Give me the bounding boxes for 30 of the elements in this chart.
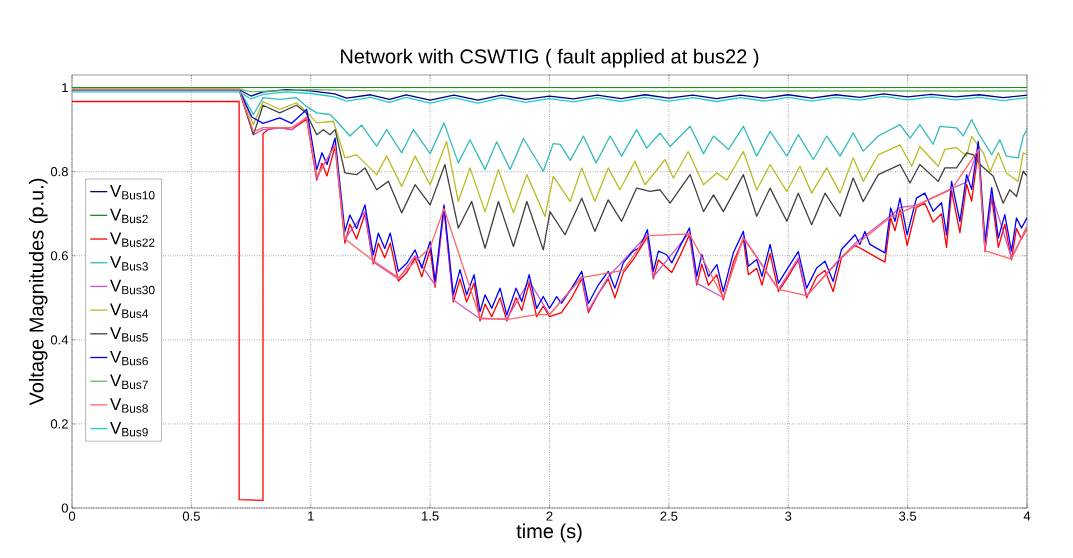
legend-label: V$_{Bus9}$ bbox=[110, 422, 148, 437]
legend-label: V$_{Bus6}$ bbox=[110, 350, 148, 366]
chart-title: Network with CSWTIG ( fault applied at bus22 ) bbox=[341, 48, 759, 68]
x-tick-label: 3 bbox=[785, 511, 792, 521]
y-tick-label: 0.6 bbox=[50, 251, 68, 261]
x-axis-title: time (s) bbox=[516, 523, 582, 543]
y-tick-label: 0.8 bbox=[50, 167, 68, 177]
x-tick-label: 1.5 bbox=[422, 511, 439, 521]
x-tick-label: 1 bbox=[308, 511, 314, 521]
y-tick-label: 0.2 bbox=[50, 419, 68, 429]
y-tick-label: 1 bbox=[62, 83, 68, 93]
legend-label: V$_{Bus5}$ bbox=[110, 327, 148, 342]
x-tick-label: 0.5 bbox=[182, 511, 200, 521]
legend-label: V$_{Bus3}$ bbox=[110, 256, 148, 271]
legend-label: V$_{Bus4}$ bbox=[110, 303, 149, 318]
legend-label: V$_{Bus7}$ bbox=[110, 374, 148, 390]
x-tick-label: 4 bbox=[1023, 511, 1031, 521]
y-tick-label: 0.4 bbox=[50, 335, 69, 345]
legend-label: V$_{Bus22}$ bbox=[110, 232, 155, 247]
y-axis-title: Voltage Magnitudes (p.u.) bbox=[28, 178, 48, 406]
line-series bbox=[72, 100, 1028, 502]
legend-label: V$_{Bus8}$ bbox=[110, 398, 148, 413]
legend-label: V$_{Bus30}$ bbox=[110, 279, 155, 295]
x-tick-label: 2.5 bbox=[660, 511, 678, 521]
y-tick-label: 0 bbox=[61, 503, 68, 513]
legend-label: V$_{Bus10}$ bbox=[110, 185, 155, 200]
x-tick-label: 3.5 bbox=[899, 511, 917, 521]
x-tick-label: 2 bbox=[546, 511, 553, 521]
legend-label: V$_{Bus2}$ bbox=[110, 208, 148, 224]
x-tick-label: 0 bbox=[68, 511, 76, 521]
